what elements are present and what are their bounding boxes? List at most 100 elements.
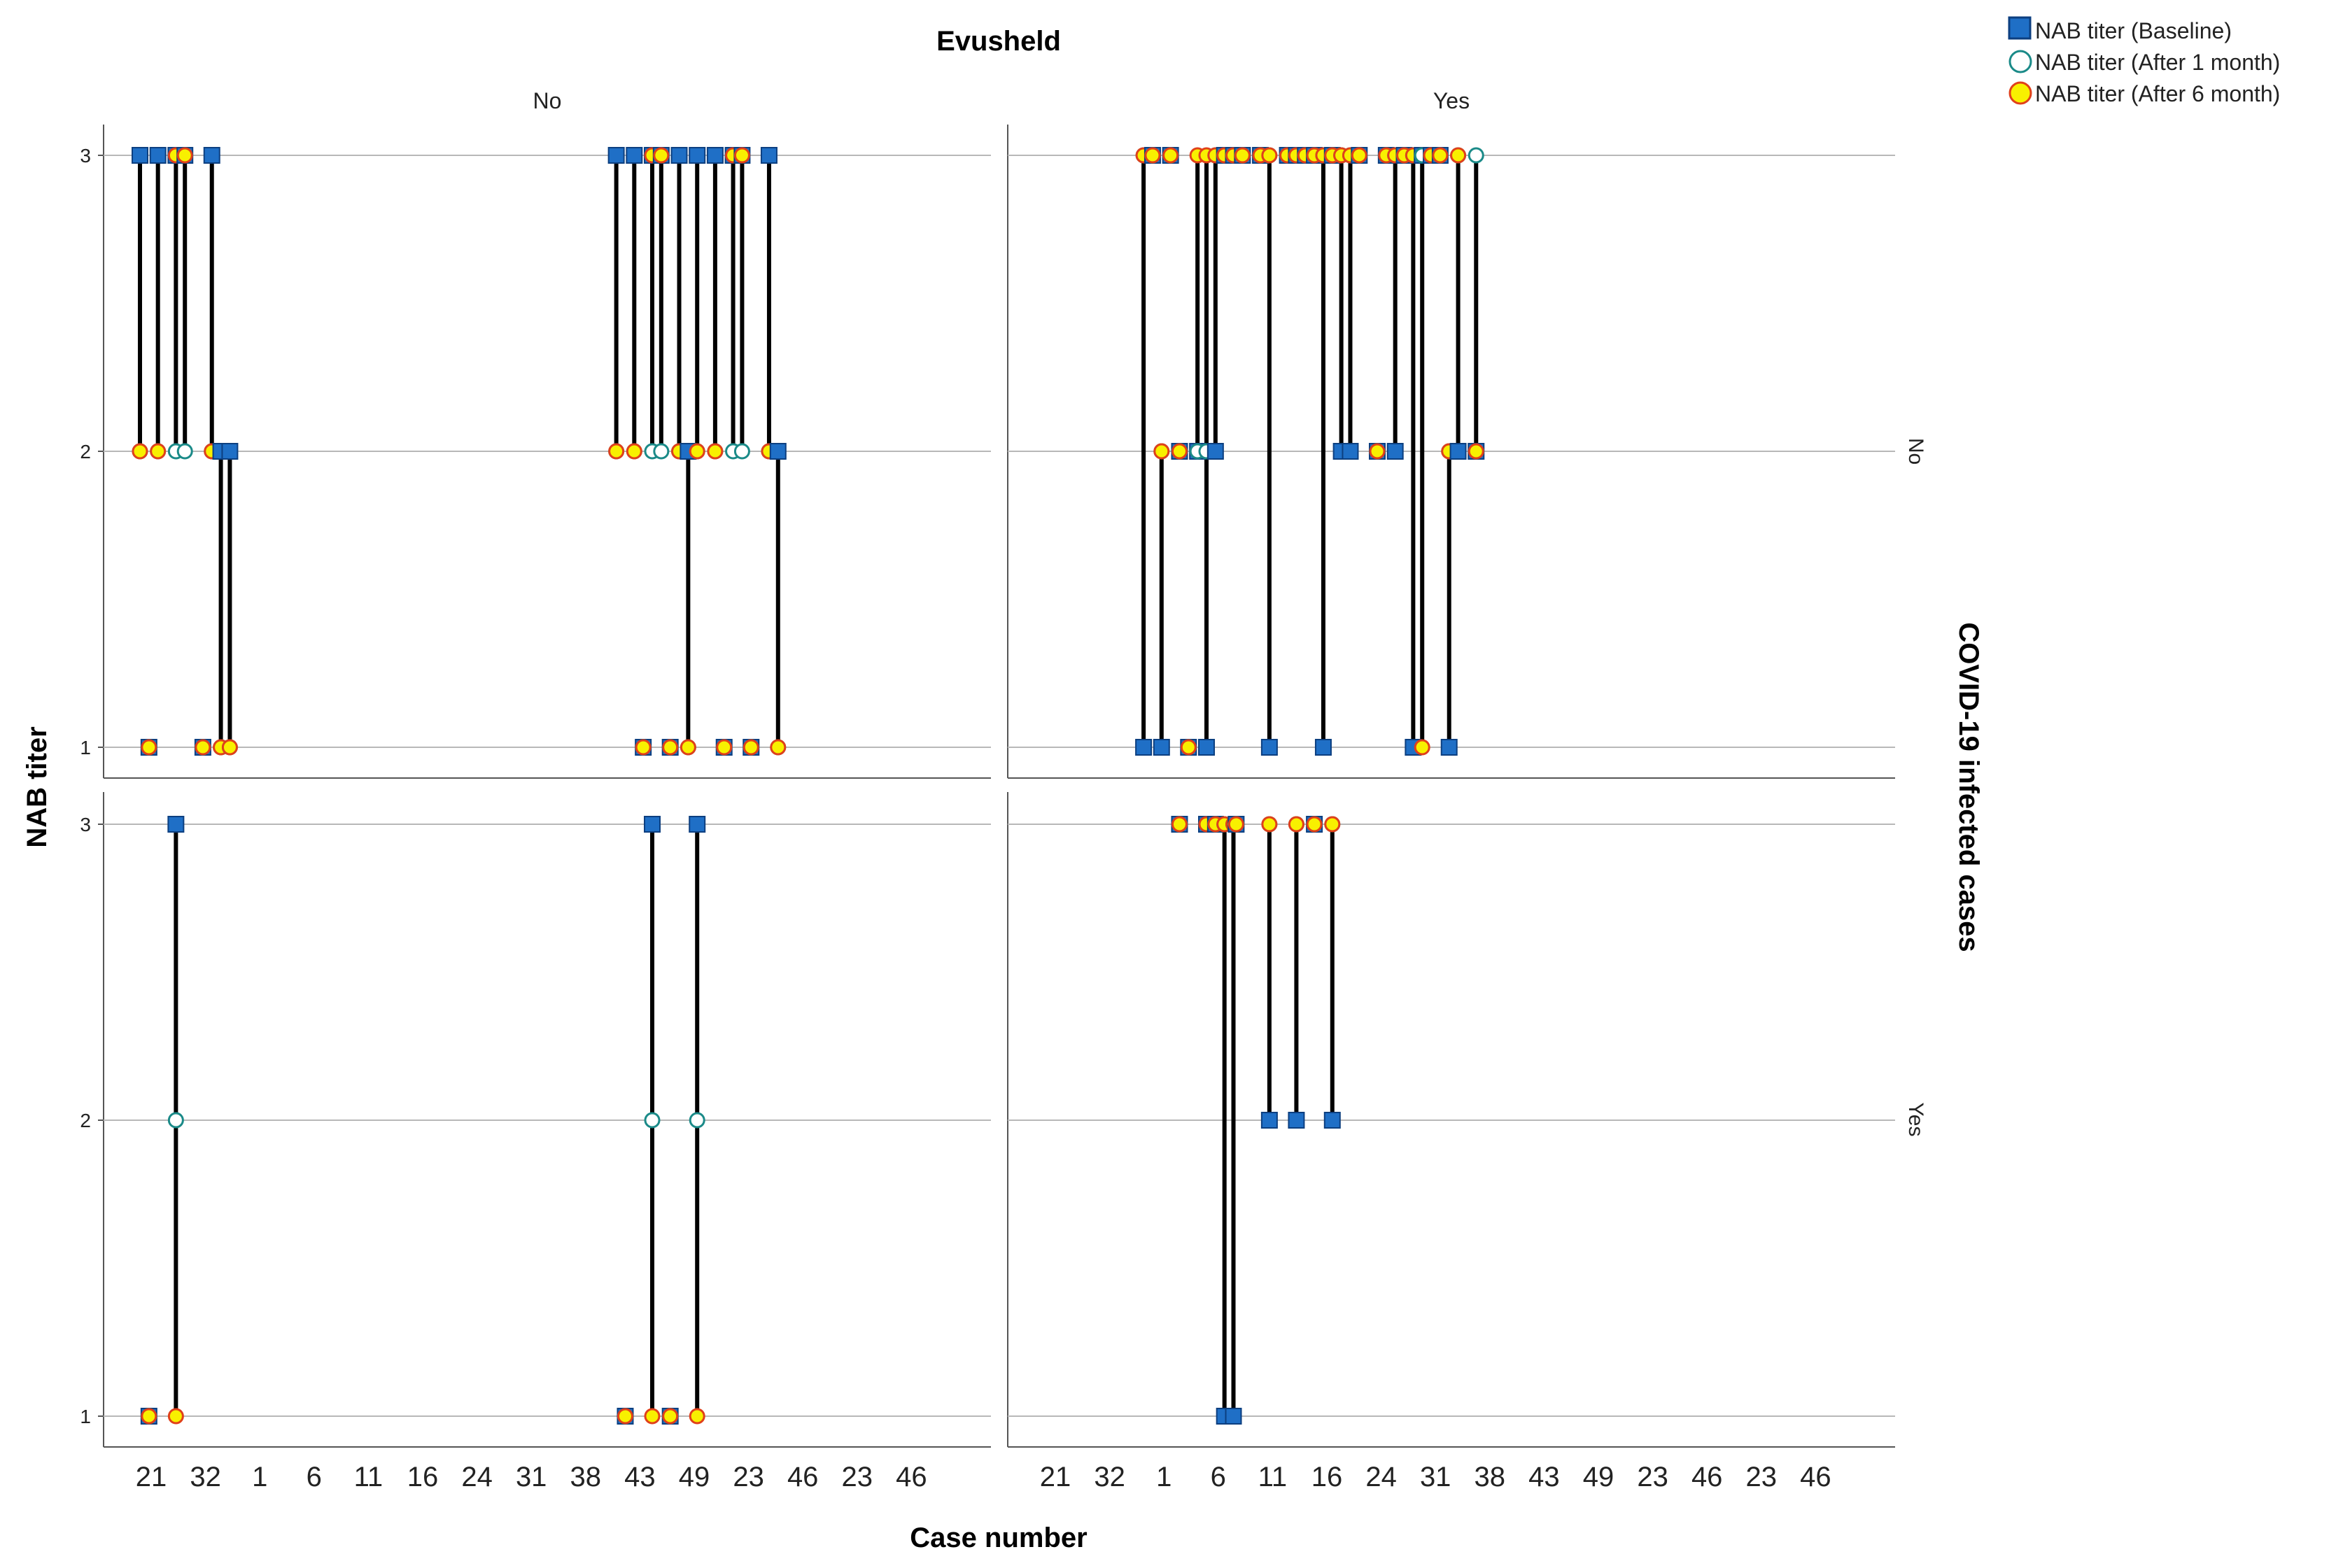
x-tick-label: 23 xyxy=(842,1462,873,1492)
x-tick-label: 21 xyxy=(1040,1462,1071,1492)
month1-point xyxy=(689,1112,705,1129)
x-tick-label: 38 xyxy=(1475,1462,1506,1492)
chart-title: Evusheld xyxy=(936,26,1061,57)
legend-baseline-label: NAB titer (Baseline) xyxy=(2035,18,2232,43)
row-facet-label-no: No xyxy=(1904,438,1927,465)
month6-point xyxy=(167,1408,184,1425)
y-tick-label: 3 xyxy=(80,145,91,167)
x-tick-label: 31 xyxy=(516,1462,547,1492)
month1-point xyxy=(644,1112,661,1129)
x-tick-label: 24 xyxy=(1365,1462,1397,1492)
legend-6-month-label: NAB titer (After 6 month) xyxy=(2035,81,2280,106)
baseline-point xyxy=(760,147,777,164)
month6-point xyxy=(141,1408,157,1425)
x-tick-label: 31 xyxy=(1420,1462,1451,1492)
x-tick-label: 43 xyxy=(1528,1462,1560,1492)
legend-1-month-marker xyxy=(2008,50,2032,73)
month6-point xyxy=(617,1408,633,1425)
x-tick-label: 46 xyxy=(896,1462,927,1492)
month6-point xyxy=(653,147,670,164)
y-tick-label: 1 xyxy=(80,1406,91,1427)
y-axis-title: NAB titer xyxy=(22,726,52,847)
baseline-point xyxy=(149,147,167,164)
baseline-point xyxy=(670,147,688,164)
column-facet-label-yes: Yes xyxy=(1433,88,1470,113)
column-facet-label-no: No xyxy=(533,88,562,113)
month6-point xyxy=(689,443,705,460)
baseline-point xyxy=(1288,1112,1305,1129)
x-tick-label: 11 xyxy=(354,1462,384,1492)
month6-point xyxy=(1369,443,1386,460)
y-tick-label: 2 xyxy=(80,1110,91,1131)
x-tick-label: 16 xyxy=(407,1462,439,1492)
month6-point xyxy=(733,147,750,164)
baseline-point xyxy=(1206,443,1224,460)
baseline-point xyxy=(644,816,661,833)
row-facet-label-yes: Yes xyxy=(1904,1103,1927,1137)
month6-point xyxy=(141,739,157,756)
x-tick-label: 32 xyxy=(190,1462,221,1492)
x-tick-label: 1 xyxy=(252,1462,267,1492)
month6-point xyxy=(1162,147,1179,164)
month1-point xyxy=(176,443,193,460)
month6-point xyxy=(1351,147,1367,164)
x-tick-label: 38 xyxy=(570,1462,602,1492)
month6-point xyxy=(1324,816,1341,833)
baseline-point xyxy=(1342,443,1359,460)
y-tick-label: 2 xyxy=(80,441,91,462)
x-tick-label: 23 xyxy=(733,1462,764,1492)
baseline-point xyxy=(1260,1112,1278,1129)
x-tick-label: 6 xyxy=(1211,1462,1226,1492)
baseline-point xyxy=(1198,739,1215,756)
y-tick-label: 3 xyxy=(80,814,91,835)
baseline-point xyxy=(167,816,185,833)
legend-1-month-label: NAB titer (After 1 month) xyxy=(2035,50,2280,75)
x-tick-label: 6 xyxy=(307,1462,322,1492)
legend-6-month-marker xyxy=(2008,81,2032,105)
y-tick-label: 1 xyxy=(80,737,91,758)
baseline-point xyxy=(1135,739,1153,756)
month6-point xyxy=(1227,816,1244,833)
month6-point xyxy=(1153,443,1170,460)
month6-point xyxy=(1171,816,1188,833)
month6-point xyxy=(662,739,679,756)
x-tick-label: 43 xyxy=(624,1462,656,1492)
month6-point xyxy=(1306,816,1323,833)
month6-point xyxy=(770,739,787,756)
baseline-point xyxy=(1260,739,1278,756)
month6-point xyxy=(743,739,759,756)
baseline-point xyxy=(1225,1408,1242,1425)
baseline-point xyxy=(132,147,148,164)
month6-point xyxy=(1450,147,1467,164)
month1-point xyxy=(1468,147,1484,164)
x-tick-label: 16 xyxy=(1311,1462,1343,1492)
month6-point xyxy=(689,1408,705,1425)
baseline-point xyxy=(1440,739,1458,756)
legend-baseline-marker xyxy=(2008,16,2032,40)
month6-point xyxy=(635,739,652,756)
month1-point xyxy=(733,443,750,460)
month6-point xyxy=(150,443,167,460)
x-tick-label: 23 xyxy=(1637,1462,1668,1492)
month6-point xyxy=(176,147,193,164)
x-tick-label: 32 xyxy=(1094,1462,1125,1492)
baseline-point xyxy=(203,147,220,164)
month6-point xyxy=(1261,147,1278,164)
month6-point xyxy=(132,443,148,460)
x-tick-label: 46 xyxy=(1800,1462,1831,1492)
baseline-point xyxy=(689,147,706,164)
month6-point xyxy=(1234,147,1251,164)
baseline-point xyxy=(221,443,239,460)
x-tick-label: 49 xyxy=(1583,1462,1614,1492)
baseline-point xyxy=(769,443,787,460)
x-axis-title: Case number xyxy=(910,1523,1087,1553)
row-facet-title: COVID-19 infected cases xyxy=(1953,622,1984,952)
baseline-point xyxy=(1386,443,1404,460)
baseline-point xyxy=(626,147,643,164)
x-tick-label: 11 xyxy=(1258,1462,1288,1492)
month1-point xyxy=(167,1112,184,1129)
baseline-point xyxy=(1323,1112,1341,1129)
month6-point xyxy=(1261,816,1278,833)
legend: NAB titer (Baseline) NAB titer (After 1 … xyxy=(2008,16,2280,106)
baseline-point xyxy=(607,147,625,164)
